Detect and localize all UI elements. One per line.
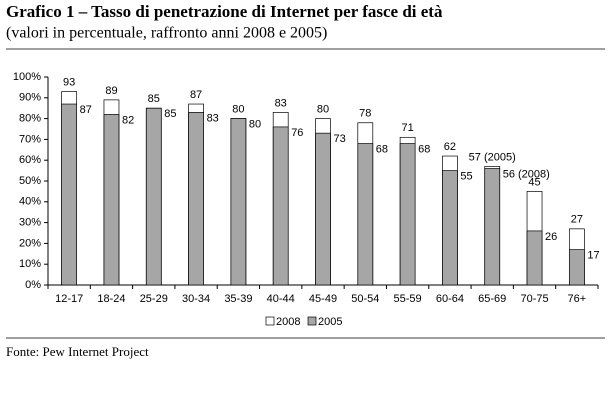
bar [145, 107, 162, 286]
legend-swatch [307, 316, 317, 326]
value-label: 80 [249, 119, 261, 131]
value-label: 80 [232, 104, 244, 116]
value-label: 45 [528, 176, 540, 188]
bar [484, 168, 501, 286]
bar [188, 112, 204, 286]
bar [399, 143, 416, 286]
y-tick-label: 0% [25, 279, 41, 291]
value-label: 68 [418, 143, 430, 155]
source: Fonte: Pew Internet Project [6, 344, 149, 359]
value-label: 26 [545, 231, 557, 243]
value-label: 78 [359, 108, 371, 120]
value-label: 85 [148, 93, 160, 105]
bar [357, 143, 374, 286]
bar [442, 170, 458, 286]
x-tick-label: 18-24 [97, 293, 125, 305]
value-label: 27 [571, 214, 583, 226]
value-label: 83 [207, 112, 219, 124]
chart-subtitle: (valori in percentuale, raffronto anni 2… [6, 25, 327, 42]
value-label: 76 [291, 127, 303, 139]
value-label: 89 [105, 85, 117, 97]
legend-label: 2005 [318, 316, 342, 328]
y-tick-label: 10% [19, 258, 41, 270]
chart-title: Grafico 1 – Tasso di penetrazione di Int… [6, 2, 443, 21]
bar [315, 132, 331, 286]
y-tick-label: 80% [19, 113, 41, 125]
legend-label: 2008 [276, 316, 300, 328]
y-tick-label: 40% [19, 196, 41, 208]
x-tick-label: 76+ [568, 293, 587, 305]
x-tick-label: 55-59 [394, 293, 422, 305]
bar [103, 114, 120, 286]
value-label: 55 [460, 171, 472, 183]
value-label: 82 [122, 114, 134, 126]
legend-swatch [265, 316, 275, 326]
x-tick-label: 30-34 [182, 293, 210, 305]
value-label: 68 [376, 143, 388, 155]
x-tick-label: 60-64 [436, 293, 464, 305]
value-label: 17 [587, 250, 599, 262]
y-tick-label: 100% [13, 71, 41, 83]
value-label: 56 (2008) [503, 168, 550, 180]
x-tick-label: 70-75 [520, 293, 548, 305]
value-label: 93 [63, 76, 75, 88]
x-tick-label: 45-49 [309, 293, 337, 305]
value-label: 87 [190, 89, 202, 101]
y-tick-label: 90% [19, 92, 41, 104]
x-tick-label: 35-39 [224, 293, 252, 305]
x-tick-label: 25-29 [140, 293, 168, 305]
value-label: 62 [444, 141, 456, 153]
bar [568, 249, 585, 286]
bar [526, 230, 543, 286]
value-label: 85 [164, 108, 176, 120]
value-label: 57 (2005) [469, 151, 516, 163]
bar [230, 118, 247, 286]
bar [272, 126, 289, 286]
y-tick-label: 30% [19, 217, 41, 229]
y-tick-label: 70% [19, 133, 41, 145]
value-label: 71 [401, 122, 413, 134]
bar [61, 103, 78, 286]
y-tick-label: 60% [19, 154, 41, 166]
value-label: 73 [334, 133, 346, 145]
y-tick-label: 20% [19, 237, 41, 249]
x-tick-label: 40-44 [267, 293, 295, 305]
value-label: 80 [317, 104, 329, 116]
x-tick-label: 12-17 [55, 293, 83, 305]
value-label: 83 [275, 97, 287, 109]
x-tick-label: 65-69 [478, 293, 506, 305]
x-tick-label: 50-54 [351, 293, 379, 305]
y-tick-label: 50% [19, 175, 41, 187]
value-label: 87 [80, 104, 92, 116]
